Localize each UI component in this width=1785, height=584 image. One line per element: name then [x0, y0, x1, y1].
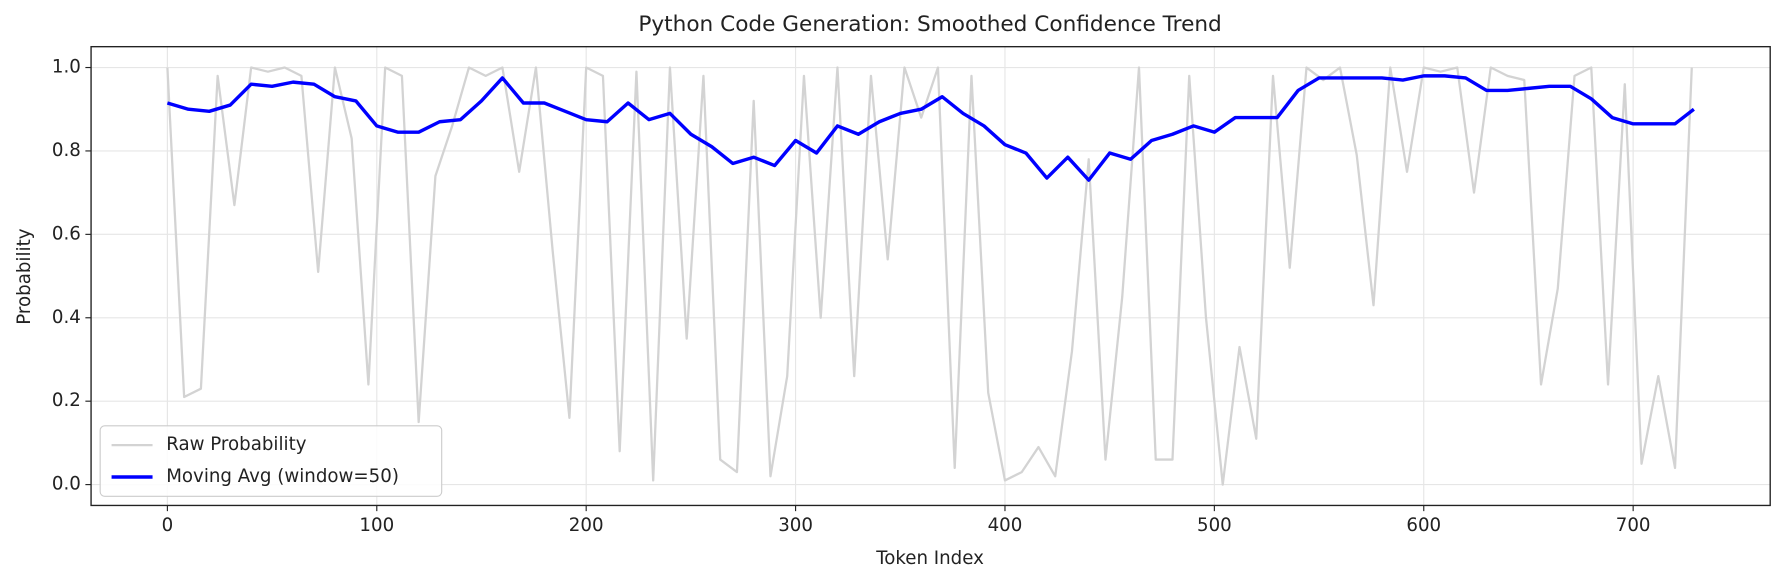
legend-box — [99, 425, 443, 497]
y-tick-label: 1.0 — [52, 57, 81, 78]
plot-frame — [90, 45, 1771, 507]
series-line — [166, 74, 1695, 182]
x-tick-label: 400 — [988, 515, 1023, 536]
y-tick-label: 0.2 — [52, 390, 81, 411]
x-tick-label: 600 — [1406, 515, 1441, 536]
y-tick-label: 0.0 — [52, 474, 81, 495]
x-axis-label: Token Index — [875, 548, 984, 569]
y-tick-label: 0.4 — [52, 307, 81, 328]
x-tick-label: 700 — [1616, 515, 1651, 536]
series-line — [166, 66, 1693, 486]
x-tick-label: 300 — [778, 515, 813, 536]
legend-label: Raw Probability — [166, 434, 307, 455]
x-tick-label: 500 — [1197, 515, 1232, 536]
x-tick-label: 200 — [569, 515, 604, 536]
x-tick-label: 100 — [359, 515, 394, 536]
chart-title: Python Code Generation: Smoothed Confide… — [638, 12, 1221, 37]
y-tick-label: 0.8 — [52, 140, 81, 161]
y-tick-label: 0.6 — [52, 223, 81, 244]
y-axis-label: Probability — [14, 228, 35, 324]
legend-label: Moving Avg (window=50) — [166, 466, 399, 487]
x-tick-label: 0 — [162, 515, 174, 536]
